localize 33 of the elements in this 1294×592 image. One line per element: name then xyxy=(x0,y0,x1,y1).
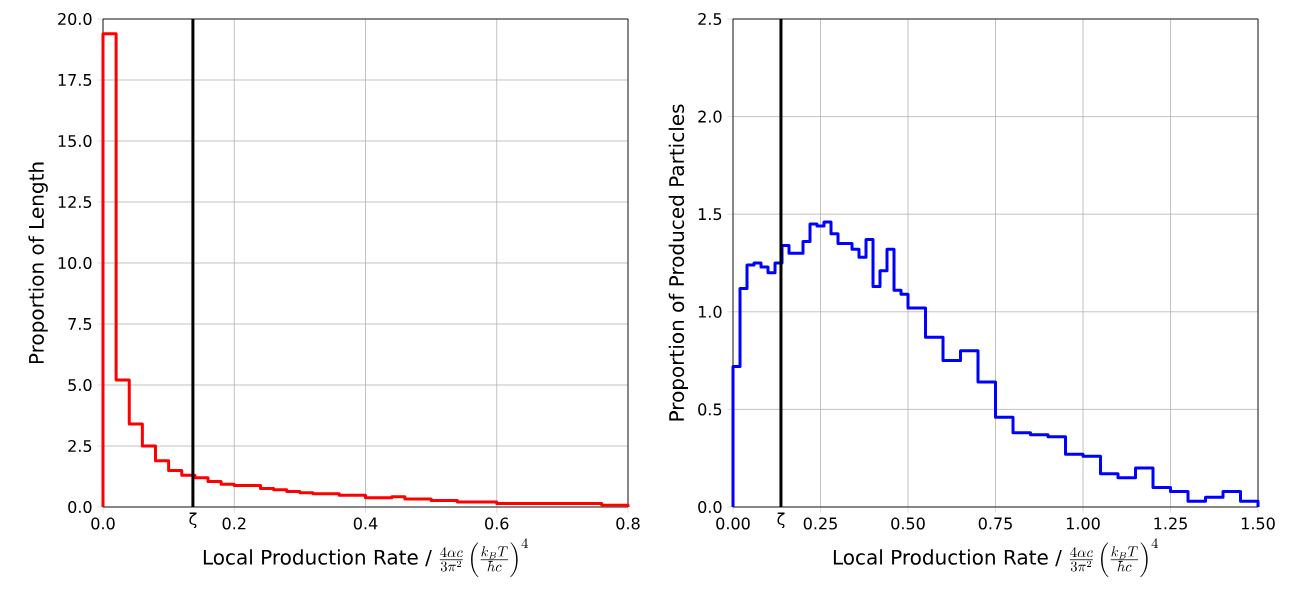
y-tick-label: 15.0 xyxy=(58,134,92,148)
y-tick-label: 7.5 xyxy=(68,318,92,330)
y-tick-label: 17.5 xyxy=(58,74,92,86)
y-tick-label: 2.5 xyxy=(68,439,92,453)
x-axis-title: $\text{Local Production Rate / }\frac{4\alpha c}{3\pi^2}\left(\frac{k_BT}{\hbar c}\right)^4$ xyxy=(833,538,1158,577)
x-tick-label: 0.4 xyxy=(353,517,378,530)
ref-line-label: ζ xyxy=(189,512,197,529)
y-tick-label: 0.5 xyxy=(698,403,722,416)
x-axis-title: $\text{Local Production Rate / }\frac{4\alpha c}{3\pi^2}\left(\frac{k_BT}{\hbar c}\right)^4$ xyxy=(203,538,528,577)
y-tick-label: 2.5 xyxy=(698,12,722,26)
y-tick-label: 20.0 xyxy=(58,12,92,26)
x-tick-label: 0.0 xyxy=(91,517,115,530)
y-tick-label: 10.0 xyxy=(58,256,92,270)
y-tick-label: 12.5 xyxy=(58,195,92,209)
ref-line-label: ζ xyxy=(777,512,785,529)
x-tick-label: 0.25 xyxy=(803,517,837,530)
y-axis-title: Proportion of Length xyxy=(28,162,48,364)
y-tick-label: 5.0 xyxy=(68,378,92,392)
x-tick-label: 1.25 xyxy=(1154,517,1187,530)
y-tick-label: 0.0 xyxy=(698,500,722,514)
x-tick-label: 0.50 xyxy=(891,517,925,530)
x-tick-label: 0.6 xyxy=(485,517,509,530)
y-tick-label: 1.0 xyxy=(698,305,722,318)
x-tick-label: 0.8 xyxy=(616,517,640,530)
x-tick-label: 0.75 xyxy=(978,517,1012,530)
y-tick-label: 0.0 xyxy=(68,500,92,514)
x-tick-label: 1.00 xyxy=(1066,517,1100,530)
y-axis-title: Proportion of Produced Particles xyxy=(668,104,689,421)
x-tick-label: 1.50 xyxy=(1241,517,1275,530)
x-tick-label: 0.2 xyxy=(222,517,246,530)
x-tick-label: 0.00 xyxy=(716,517,750,530)
y-tick-label: 2.0 xyxy=(698,110,722,123)
y-tick-label: 1.5 xyxy=(698,208,722,221)
